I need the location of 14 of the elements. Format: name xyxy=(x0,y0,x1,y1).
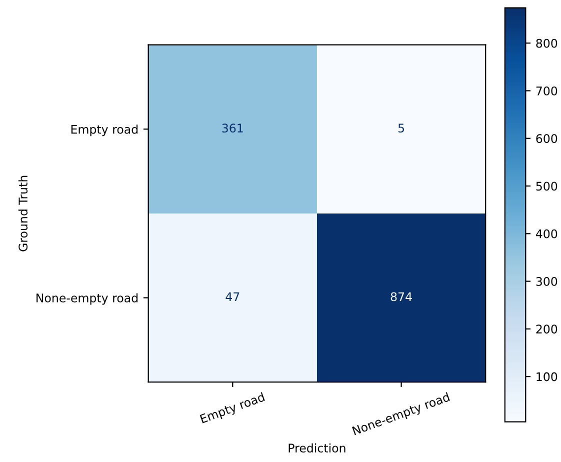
color-bar-label: 300 xyxy=(536,277,558,286)
color-bar-label: 700 xyxy=(536,86,558,96)
data-label: 361 xyxy=(222,124,243,133)
data-label: 874 xyxy=(390,292,412,302)
data-label: 47 xyxy=(226,292,240,302)
color-bar-label: 800 xyxy=(536,38,558,48)
x-axis-title: Prediction xyxy=(288,443,346,453)
color-bar-label: 100 xyxy=(536,372,558,382)
color-bar-label: 200 xyxy=(536,324,558,334)
data-label: 5 xyxy=(398,124,404,133)
color-bar-label: 500 xyxy=(536,182,558,191)
color-bar-label: 600 xyxy=(536,134,558,144)
color-bar-label: 400 xyxy=(536,229,558,238)
y-axis-title: Ground Truth xyxy=(18,176,28,252)
